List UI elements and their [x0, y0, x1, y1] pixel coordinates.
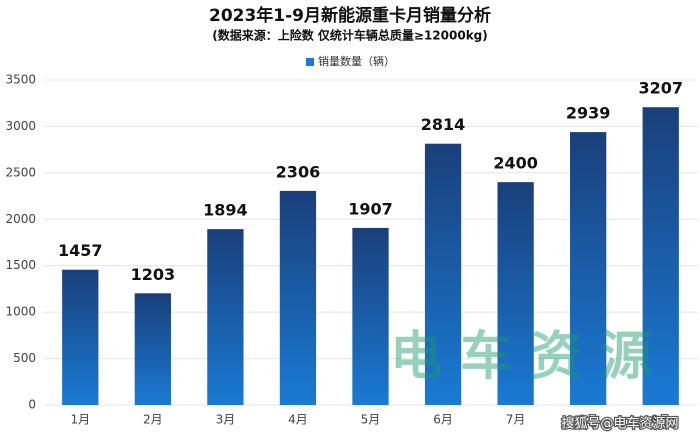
legend-label: 销量数量（辆）	[318, 54, 395, 68]
bar	[279, 190, 317, 405]
data-label: 2306	[276, 162, 321, 181]
data-label: 2400	[493, 154, 538, 173]
y-tick-label: 3500	[5, 73, 36, 87]
bar	[424, 143, 462, 405]
y-tick-label: 500	[13, 351, 36, 365]
x-tick-label: 7月	[506, 413, 526, 427]
data-label: 2814	[421, 115, 466, 134]
x-tick-label: 2月	[143, 413, 163, 427]
data-label: 1457	[58, 241, 103, 260]
bar	[134, 293, 171, 405]
chart-subtitle: (数据来源：上险数 仅统计车辆总质量≥12000kg)	[212, 28, 488, 43]
x-tick-label: 6月	[433, 413, 453, 427]
data-label: 3207	[638, 79, 683, 98]
x-tick-label: 5月	[361, 413, 381, 427]
legend-key	[306, 58, 314, 66]
watermark: 电车资源	[390, 327, 670, 387]
x-tick-label: 1月	[70, 413, 90, 427]
y-tick-label: 2500	[5, 165, 36, 179]
bar	[207, 229, 244, 405]
source: 搜狐号@电车资源网	[561, 416, 678, 432]
bar	[642, 107, 679, 405]
chart-title: 2023年1-9月新能源重卡月销量分析	[209, 5, 491, 26]
y-tick-label: 2000	[5, 212, 36, 226]
bar	[570, 132, 607, 406]
data-label: 2939	[566, 104, 611, 123]
x-tick-label: 3月	[216, 413, 236, 427]
x-tick-label: 8月	[578, 413, 598, 427]
y-tick-label: 3000	[5, 119, 36, 133]
y-tick-label: 1500	[5, 258, 36, 272]
y-tick-label: 0	[28, 398, 36, 412]
bar	[352, 227, 389, 405]
x-tick-label: 9月	[651, 413, 671, 427]
bar	[62, 269, 99, 405]
data-label: 1203	[131, 265, 176, 284]
y-tick-label: 1000	[5, 305, 36, 319]
data-label: 1894	[203, 201, 248, 220]
data-label: 1907	[348, 199, 393, 218]
x-tick-label: 4月	[288, 413, 308, 427]
bar	[497, 182, 534, 405]
